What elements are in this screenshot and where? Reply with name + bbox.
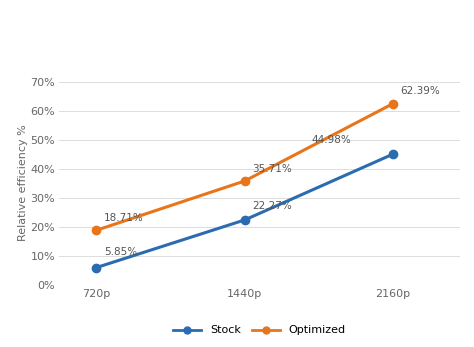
Stock	[390, 152, 396, 156]
Y-axis label: Relative efficiency %: Relative efficiency %	[18, 125, 27, 242]
Text: 22.27%: 22.27%	[252, 201, 292, 211]
Optimized	[390, 102, 396, 106]
Optimized	[242, 179, 247, 183]
Stock	[93, 265, 99, 270]
Line: Stock: Stock	[92, 150, 397, 272]
Text: 35.71%: 35.71%	[252, 164, 292, 174]
Text: 44.98%: 44.98%	[311, 135, 351, 145]
Line: Optimized: Optimized	[92, 100, 397, 235]
Stock	[242, 218, 247, 222]
Text: 5.85%: 5.85%	[104, 247, 137, 257]
Text: Efficiency comparison Intel vs. AMD: Efficiency comparison Intel vs. AMD	[93, 30, 381, 45]
Text: 62.39%: 62.39%	[401, 86, 440, 96]
Text: 18.71%: 18.71%	[104, 213, 144, 223]
Legend: Stock, Optimized: Stock, Optimized	[169, 321, 350, 340]
Optimized	[93, 228, 99, 232]
